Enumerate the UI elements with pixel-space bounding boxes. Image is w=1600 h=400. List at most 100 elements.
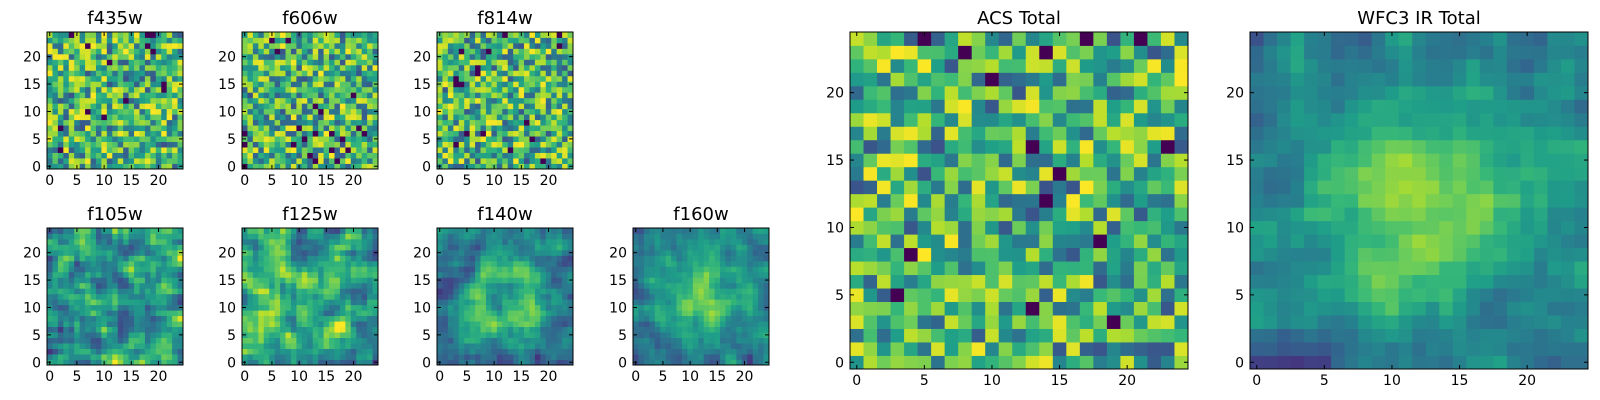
heatmap-cell bbox=[117, 293, 124, 300]
heatmap-cell bbox=[166, 86, 173, 93]
heatmap-cell bbox=[447, 81, 454, 88]
heatmap-cell bbox=[469, 326, 476, 333]
heatmap-cell bbox=[350, 42, 357, 49]
heatmap-cell bbox=[507, 326, 514, 333]
heatmap-cell bbox=[518, 70, 525, 77]
heatmap-cell bbox=[296, 75, 303, 82]
heatmap-cell bbox=[890, 220, 905, 235]
heatmap-cell bbox=[752, 359, 759, 366]
heatmap-cell bbox=[290, 228, 297, 234]
heatmap-cell bbox=[95, 141, 102, 148]
heatmap-cell bbox=[307, 53, 314, 60]
heatmap-cell bbox=[703, 244, 710, 251]
heatmap-cell bbox=[485, 136, 492, 142]
heatmap-cell bbox=[323, 315, 330, 322]
heatmap-cell bbox=[95, 75, 102, 82]
heatmap-cell bbox=[545, 59, 552, 66]
heatmap-cell bbox=[361, 255, 368, 262]
heatmap-cell bbox=[562, 97, 568, 104]
heatmap-cell bbox=[123, 70, 129, 77]
heatmap-cell bbox=[290, 147, 297, 153]
heatmap-cell bbox=[1012, 234, 1027, 249]
heatmap-cell bbox=[117, 70, 124, 77]
heatmap-cell bbox=[649, 282, 656, 289]
heatmap-cell bbox=[687, 288, 694, 295]
heatmap-cell bbox=[551, 228, 558, 234]
heatmap-cell bbox=[496, 326, 503, 333]
heatmap-cell bbox=[931, 193, 946, 208]
heatmap-cell bbox=[890, 166, 905, 181]
heatmap-cell bbox=[161, 299, 168, 306]
heatmap-cell bbox=[442, 70, 449, 77]
heatmap-cell bbox=[665, 304, 672, 311]
heatmap-cell bbox=[540, 130, 547, 137]
heatmap-cell bbox=[144, 86, 151, 93]
heatmap-cell bbox=[339, 260, 346, 267]
heatmap-cell bbox=[877, 315, 891, 329]
heatmap-cell bbox=[79, 238, 86, 245]
heatmap-cell bbox=[57, 348, 64, 355]
heatmap-cell bbox=[285, 103, 292, 110]
heatmap-cell bbox=[985, 274, 1000, 289]
heatmap-cell bbox=[752, 255, 759, 262]
heatmap-cell bbox=[643, 260, 650, 267]
heatmap-cell bbox=[334, 163, 341, 170]
heatmap-cell bbox=[1039, 301, 1054, 316]
heatmap-cell bbox=[106, 103, 113, 110]
heatmap-cell bbox=[1079, 180, 1094, 195]
heatmap-cell bbox=[128, 249, 135, 256]
heatmap-cell bbox=[714, 266, 721, 273]
heatmap-cell bbox=[367, 288, 373, 295]
heatmap-cell bbox=[730, 244, 737, 251]
heatmap-cell bbox=[567, 114, 574, 121]
heatmap-cell bbox=[567, 282, 574, 289]
heatmap-cell bbox=[90, 299, 97, 306]
heatmap-cell bbox=[1174, 301, 1189, 316]
heatmap-cell bbox=[545, 64, 552, 71]
heatmap-cell bbox=[85, 343, 91, 349]
heatmap-cell bbox=[671, 354, 677, 360]
heatmap-cell bbox=[676, 343, 683, 349]
heatmap-cell bbox=[356, 42, 363, 49]
heatmap-cell bbox=[540, 255, 547, 262]
heatmap-cell bbox=[714, 326, 721, 333]
heatmap-cell bbox=[252, 266, 259, 273]
heatmap-cell bbox=[464, 86, 471, 93]
heatmap-cell bbox=[534, 141, 541, 148]
heatmap-cell bbox=[507, 260, 514, 267]
heatmap-cell bbox=[117, 271, 124, 278]
heatmap-cell bbox=[556, 260, 563, 267]
heatmap-cell bbox=[638, 315, 645, 322]
heatmap-cell bbox=[74, 310, 81, 317]
heatmap-cell bbox=[247, 326, 254, 333]
heatmap-cell bbox=[469, 266, 476, 273]
heatmap-cell bbox=[692, 326, 699, 333]
heatmap-cell bbox=[758, 228, 764, 234]
heatmap-cell bbox=[307, 32, 314, 38]
heatmap-cell bbox=[556, 42, 563, 49]
heatmap-cell bbox=[47, 238, 53, 245]
heatmap-cell bbox=[747, 244, 754, 251]
heatmap-cell bbox=[491, 321, 498, 328]
heatmap-cell bbox=[372, 310, 379, 317]
heatmap-cell bbox=[1052, 153, 1067, 168]
heatmap-cell bbox=[172, 337, 178, 344]
heatmap-cell bbox=[63, 70, 70, 77]
heatmap-cell bbox=[703, 348, 710, 355]
heatmap-cell bbox=[540, 288, 547, 295]
heatmap-cell bbox=[150, 348, 157, 355]
heatmap-cell bbox=[1079, 328, 1094, 343]
heatmap-cell bbox=[247, 332, 254, 338]
heatmap-cell bbox=[166, 343, 173, 349]
heatmap-cell bbox=[144, 354, 151, 360]
heatmap-cell bbox=[247, 288, 254, 295]
heatmap-cell bbox=[57, 315, 64, 322]
heatmap-cell bbox=[736, 282, 743, 289]
heatmap-cell bbox=[172, 255, 178, 262]
heatmap-cell bbox=[638, 354, 645, 360]
heatmap-cell bbox=[469, 48, 476, 55]
heatmap-cell bbox=[334, 119, 341, 126]
heatmap-cell bbox=[47, 282, 53, 289]
heatmap-cell bbox=[556, 125, 563, 132]
heatmap-cell bbox=[850, 207, 864, 222]
